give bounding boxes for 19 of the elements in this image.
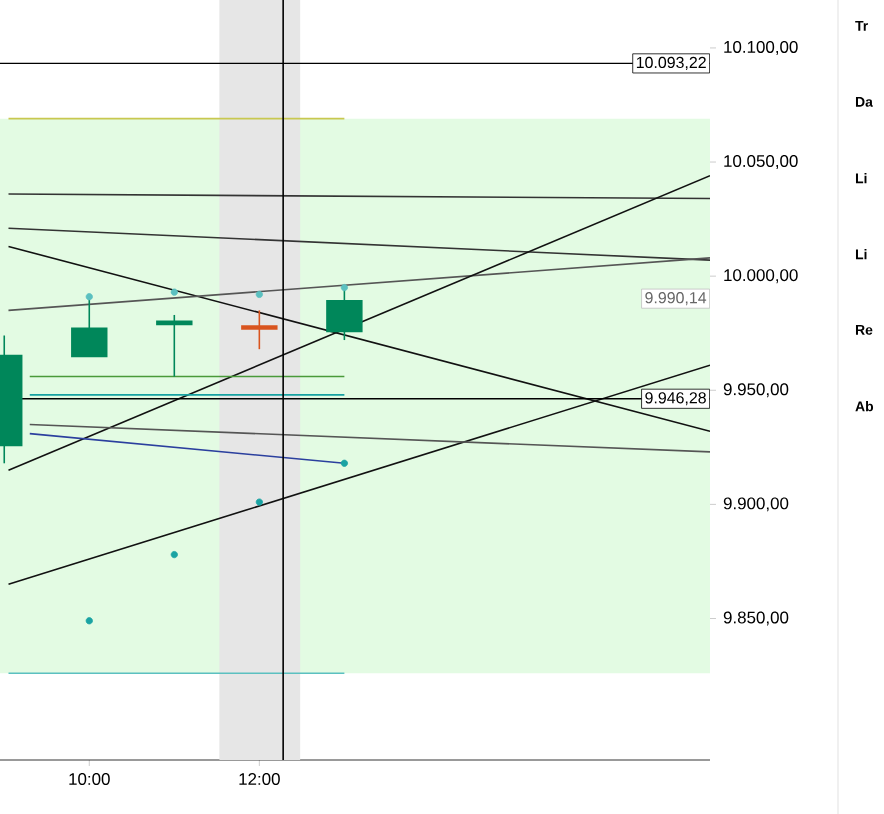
candlestick — [156, 314, 193, 378]
candlestick — [241, 309, 278, 350]
y-tick-label: 10.000,00 — [724, 269, 798, 284]
point — [85, 617, 93, 625]
x-tick-label: 12:00 — [239, 773, 280, 785]
point — [340, 283, 348, 292]
y-tick-label: 10.100,00 — [724, 40, 798, 55]
y-tick-label: 9.900,00 — [723, 497, 789, 512]
candlestick — [71, 295, 108, 358]
point — [255, 498, 263, 506]
y-tick-label: 9.850,00 — [723, 611, 789, 626]
point — [170, 288, 178, 296]
point — [85, 293, 93, 301]
x-tick-label: 10:00 — [69, 773, 110, 785]
y-tick-label: 10.050,00 — [724, 155, 798, 170]
point — [340, 459, 348, 467]
y-tick-label: 9.950,00 — [723, 383, 789, 398]
point — [255, 290, 263, 298]
point — [170, 551, 178, 559]
